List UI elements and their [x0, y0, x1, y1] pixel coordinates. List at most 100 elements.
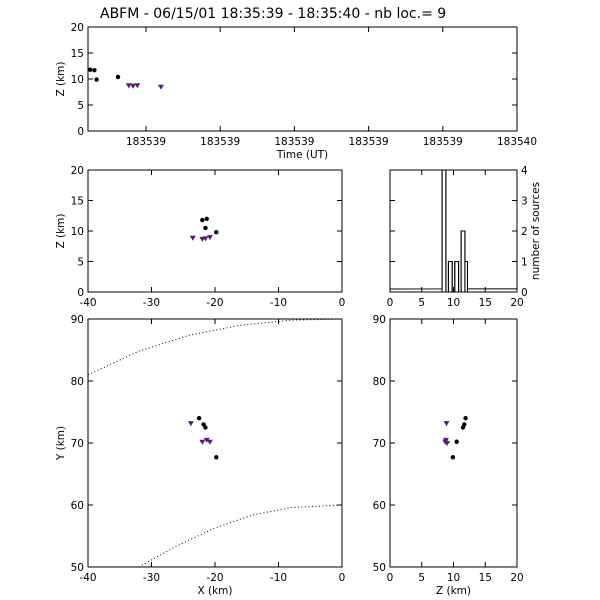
- y-axis-label: Z (km): [55, 213, 67, 248]
- x-tick-label: 10: [447, 572, 460, 584]
- source-point: [203, 225, 208, 231]
- x-tick-label: -20: [206, 297, 223, 309]
- source-point: [196, 416, 202, 421]
- source-point: [450, 455, 456, 460]
- y-tick-label: 50: [71, 562, 84, 574]
- x-tick-label: 10: [447, 297, 460, 309]
- source-point: [94, 77, 99, 82]
- x-tick-label: 20: [510, 572, 523, 584]
- y-tick-label: 0: [77, 287, 84, 299]
- x-tick-label: 20: [510, 297, 523, 309]
- histogram-line: [389, 169, 517, 293]
- source-point: [115, 74, 121, 80]
- y-tick-label: 80: [71, 376, 84, 388]
- panel-zy: 50 60 70 80 90 0 5 10 15 20 Z (km): [373, 314, 524, 597]
- x-tick-label: 0: [387, 297, 394, 309]
- source-point: [130, 83, 137, 89]
- y-tick-label: 10: [71, 226, 84, 238]
- x-tick-label: 183539: [274, 136, 314, 148]
- figure-title: ABFM - 06/15/01 18:35:39 - 18:35:40 - nb…: [100, 6, 446, 22]
- panel-histogram: 0 1 2 3 4 0 5 10 15 20 number of sources: [387, 165, 542, 309]
- source-point: [203, 425, 208, 430]
- y-tick-label: 15: [71, 48, 84, 60]
- source-point: [206, 439, 213, 445]
- panel-xz: 0 5 10 15 20 -40 -30 -20 -10 0 Z (km): [55, 165, 345, 309]
- source-point: [92, 67, 97, 73]
- source-point: [125, 83, 132, 89]
- plot-frame: [389, 169, 518, 293]
- panel-time_height: 0 5 10 15 20 183539 183539 183539 183539 183539 18…: [55, 22, 537, 161]
- x-tick-label: 0: [339, 297, 346, 309]
- y-tick-label: 50: [373, 562, 386, 574]
- histogram-bar: [441, 169, 447, 293]
- source-point: [454, 439, 459, 444]
- dotted-boundary-curve: [87, 318, 343, 376]
- x-tick-label: 183540: [497, 136, 537, 148]
- source-point: [202, 236, 209, 242]
- x-tick-label: 183539: [423, 136, 463, 148]
- x-tick-label: -10: [270, 297, 287, 309]
- source-point: [204, 216, 209, 221]
- source-point: [203, 437, 210, 443]
- source-point: [199, 439, 206, 445]
- y-tick-label: 2: [521, 226, 528, 238]
- y-axis-label: Z (km): [55, 61, 67, 96]
- y-tick-label: 20: [71, 22, 84, 34]
- plot-frame: [87, 318, 343, 568]
- x-tick-label: 5: [418, 297, 425, 309]
- y-axis-label: Y (km): [55, 426, 67, 461]
- y-tick-label: 5: [77, 100, 84, 112]
- source-point: [214, 455, 219, 460]
- plot-frame: [389, 318, 518, 568]
- y-tick-label: 10: [71, 74, 84, 86]
- dotted-boundary-curve: [138, 504, 343, 568]
- x-tick-label: 183539: [200, 136, 240, 148]
- panel-xy: 50 60 70 80 90 -40 -30 -20 -10 0 X (km) Y (km): [55, 314, 345, 597]
- y-tick-label: 60: [71, 500, 84, 512]
- source-point: [187, 421, 194, 427]
- x-tick-label: -20: [206, 572, 223, 584]
- x-tick-label: -40: [79, 297, 96, 309]
- histogram-bar: [447, 261, 453, 293]
- source-point: [442, 437, 449, 443]
- x-tick-label: 183539: [126, 136, 166, 148]
- y-tick-label: 4: [521, 165, 528, 177]
- y-tick-label: 60: [373, 500, 386, 512]
- x-axis-label: Time (UT): [276, 149, 328, 161]
- histogram-bar: [454, 261, 460, 293]
- y-tick-label: 70: [71, 438, 84, 450]
- x-tick-label: -40: [79, 572, 96, 584]
- source-point: [460, 425, 466, 430]
- y-tick-label: 90: [71, 314, 84, 326]
- y-axis-label: number of sources: [530, 182, 542, 280]
- x-tick-label: 15: [479, 297, 492, 309]
- y-tick-label: 0: [77, 126, 84, 138]
- source-point: [443, 421, 450, 427]
- source-point: [200, 217, 205, 223]
- source-point: [463, 416, 468, 421]
- source-point: [87, 67, 93, 72]
- y-tick-label: 0: [521, 287, 528, 299]
- source-point: [157, 84, 164, 90]
- x-tick-label: -30: [143, 297, 160, 309]
- y-tick-label: 90: [373, 314, 386, 326]
- y-tick-label: 1: [521, 257, 528, 269]
- x-tick-label: 183539: [349, 136, 389, 148]
- source-point: [134, 83, 141, 89]
- x-axis-label: Z (km): [436, 585, 471, 597]
- y-tick-label: 20: [71, 165, 84, 177]
- x-tick-label: -10: [270, 572, 287, 584]
- histogram-bar: [464, 261, 468, 293]
- histogram-bar: [460, 230, 466, 293]
- plot-frame: [87, 26, 518, 132]
- y-tick-label: 15: [71, 196, 84, 208]
- source-point: [444, 441, 451, 446]
- x-tick-label: 5: [418, 572, 425, 584]
- source-point: [189, 235, 196, 241]
- source-point: [214, 230, 219, 235]
- x-axis-label: X (km): [197, 585, 232, 597]
- y-tick-label: 3: [521, 196, 528, 208]
- x-tick-label: 0: [339, 572, 346, 584]
- x-tick-label: 15: [479, 572, 492, 584]
